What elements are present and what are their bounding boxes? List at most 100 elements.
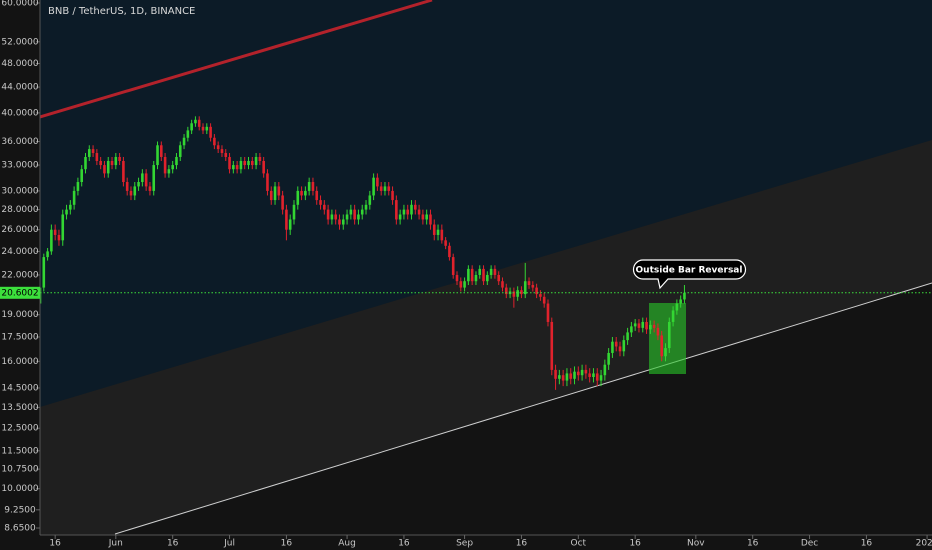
x-tick-label: Jun [108, 539, 123, 549]
candle-body [106, 160, 110, 174]
candle-body [497, 274, 500, 282]
channel-line [114, 282, 932, 535]
candle-body [80, 169, 83, 183]
candle-body [455, 274, 459, 282]
candle-body [554, 369, 557, 379]
candle-body [156, 145, 159, 166]
candle-body [391, 190, 394, 201]
candle-body [493, 268, 497, 275]
candle-body [618, 346, 622, 352]
candle-body [584, 369, 588, 374]
candle-body [357, 214, 360, 220]
candle-body [144, 173, 148, 187]
candle-body [656, 327, 660, 336]
candle-body [406, 209, 410, 215]
y-tick-label: 10.7500 [1, 465, 38, 475]
x-tick-label: 16 [516, 539, 528, 549]
candle-body [163, 156, 167, 174]
candle-body [652, 324, 656, 328]
candle-body [186, 130, 190, 138]
y-tick-label: 19.0000 [1, 310, 38, 320]
candle-body [592, 373, 595, 377]
candle-body [91, 149, 95, 154]
candle-body [338, 219, 341, 225]
candle-body [641, 321, 645, 328]
plot-area [40, 0, 932, 535]
candle-body [330, 214, 334, 220]
last-price-label: 20.6002 [1, 288, 38, 298]
candle-body [133, 186, 137, 196]
x-tick-label: Sep [456, 539, 473, 549]
candle-body [527, 281, 531, 286]
candle-body [65, 209, 68, 215]
candle-body [649, 324, 652, 330]
candle-body [281, 195, 284, 210]
candle-body [277, 186, 281, 196]
candle-body [258, 156, 262, 161]
candle-body [395, 200, 398, 220]
y-tick-label: 14.5000 [1, 383, 38, 393]
candle-body [683, 292, 686, 300]
candle-body [550, 321, 554, 370]
candle-body [379, 186, 383, 191]
candle-body [440, 229, 444, 241]
candle-body [46, 251, 49, 258]
y-tick-label: 13.5000 [1, 403, 38, 413]
candle-body [171, 165, 174, 170]
candle-body [254, 156, 258, 166]
candle-body [99, 160, 102, 166]
candle-body [470, 268, 474, 282]
y-tick-label: 26.0000 [1, 225, 38, 235]
candle-body [387, 186, 391, 191]
candle-body [296, 190, 300, 205]
callout-text: Outside Bar Reversal [636, 266, 743, 276]
candle-body [269, 190, 273, 201]
x-tick-label: Jul [223, 539, 235, 549]
candle-body [622, 340, 626, 352]
candle-body [489, 268, 493, 275]
candle-body [194, 119, 197, 124]
candle-body [307, 182, 311, 191]
y-tick-label: 22.0000 [1, 270, 38, 280]
candle-body [326, 209, 330, 220]
candle-body [205, 126, 209, 131]
candle-body [319, 200, 322, 205]
candle-body [84, 156, 87, 170]
candle-body [364, 204, 368, 210]
candle-body [42, 257, 46, 288]
candle-body [417, 209, 421, 215]
candle-body [614, 341, 618, 347]
x-tick-label: 2020 [916, 539, 932, 549]
candle-body [76, 182, 80, 191]
y-tick-label: 48.0000 [1, 59, 38, 69]
candle-body [402, 209, 406, 215]
annotation: Outside Bar Reversal [632, 259, 747, 290]
candle-body [285, 209, 288, 230]
y-tick-label: 24.0000 [1, 247, 38, 257]
y-tick-label: 40.0000 [1, 108, 38, 118]
y-tick-label: 33.0000 [1, 161, 38, 171]
candle-body [349, 209, 353, 215]
candle-body [512, 291, 516, 297]
candle-body [345, 214, 349, 220]
candle-body [110, 160, 114, 166]
candle-body [224, 153, 228, 157]
candle-body [50, 229, 53, 252]
x-tick-label: Aug [338, 539, 356, 549]
x-tick-label: 16 [629, 539, 641, 549]
candle-body [247, 160, 250, 166]
candle-body [125, 182, 129, 191]
candle-body [429, 214, 432, 225]
candle-body [220, 149, 224, 154]
candle-body [87, 149, 91, 157]
callout-box [632, 259, 747, 290]
candle-body [580, 369, 584, 376]
candle-body [630, 326, 633, 333]
candle-body [209, 126, 212, 138]
candle-body [315, 190, 319, 201]
x-tick-label: Nov [687, 539, 705, 549]
candle-body [459, 281, 463, 288]
chart-title: BNB / TetherUS, 1D, BINANCE [48, 6, 195, 17]
candle-body [72, 190, 76, 205]
x-tick-label: 16 [747, 539, 759, 549]
